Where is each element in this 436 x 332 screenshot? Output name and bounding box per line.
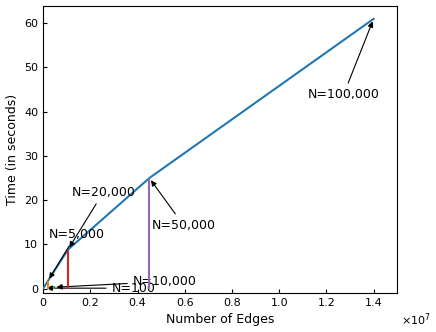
Text: N=20,000: N=20,000	[70, 186, 135, 246]
Text: $\times 10^7$: $\times 10^7$	[401, 312, 431, 328]
Text: N=100,000: N=100,000	[307, 23, 379, 102]
Y-axis label: Time (in seconds): Time (in seconds)	[6, 94, 19, 205]
Text: N=5,000: N=5,000	[48, 228, 104, 278]
Text: N=50,000: N=50,000	[152, 181, 216, 232]
Text: N=100: N=100	[48, 282, 156, 295]
X-axis label: Number of Edges: Number of Edges	[166, 313, 274, 326]
Text: N=10,000: N=10,000	[58, 275, 197, 289]
